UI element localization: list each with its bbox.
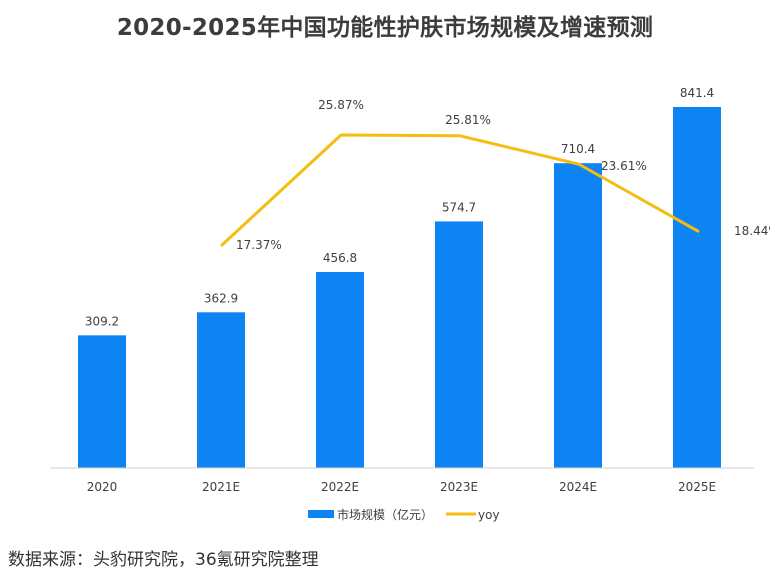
x-tick-label: 2021E (202, 480, 240, 494)
yoy-value-label: 25.87% (318, 98, 364, 112)
bar-value-label: 456.8 (323, 251, 357, 265)
yoy-line-layer: 17.37% 25.87% 25.81% 23.61% 18.44% (220, 98, 770, 252)
bar-value-label: 841.4 (680, 86, 714, 100)
bar-2022E (316, 272, 364, 468)
legend-swatch-bar (308, 510, 334, 518)
legend-label-line: yoy (478, 508, 500, 522)
bar-value-label: 309.2 (85, 314, 119, 328)
legend-label-bar: 市场规模（亿元） (337, 507, 433, 522)
yoy-value-label: 23.61% (601, 159, 647, 173)
source-note: 数据来源：头豹研究院，36氪研究院整理 (8, 550, 319, 570)
yoy-value-label: 18.44% (734, 224, 770, 238)
yoy-value-label: 25.81% (445, 113, 491, 127)
bar-2023E (435, 221, 483, 468)
yoy-line (220, 133, 700, 247)
yoy-value-label: 17.37% (236, 238, 282, 252)
bar-value-label: 710.4 (561, 142, 595, 156)
bar-2021E (197, 312, 245, 468)
bars-layer: 309.2 362.9 456.8 574.7 710.4 841.4 (78, 86, 721, 468)
chart-svg: 309.2 362.9 456.8 574.7 710.4 841.4 2020 2021E… (50, 86, 770, 522)
bar-2025E (673, 107, 721, 468)
x-tick-labels: 2020 2021E 2022E 2023E 2024E 2025E (87, 480, 716, 494)
chart-title: 2020-2025年中国功能性护肤市场规模及增速预测 (116, 15, 654, 41)
x-tick-label: 2022E (321, 480, 359, 494)
bar-2024E (554, 163, 602, 468)
legend: 市场规模（亿元） yoy (308, 507, 500, 522)
bar-2020 (78, 335, 126, 468)
x-tick-label: 2020 (87, 480, 118, 494)
bar-value-label: 362.9 (204, 291, 238, 305)
x-tick-label: 2023E (440, 480, 478, 494)
x-tick-label: 2024E (559, 480, 597, 494)
bar-value-label: 574.7 (442, 200, 476, 214)
x-tick-label: 2025E (678, 480, 716, 494)
